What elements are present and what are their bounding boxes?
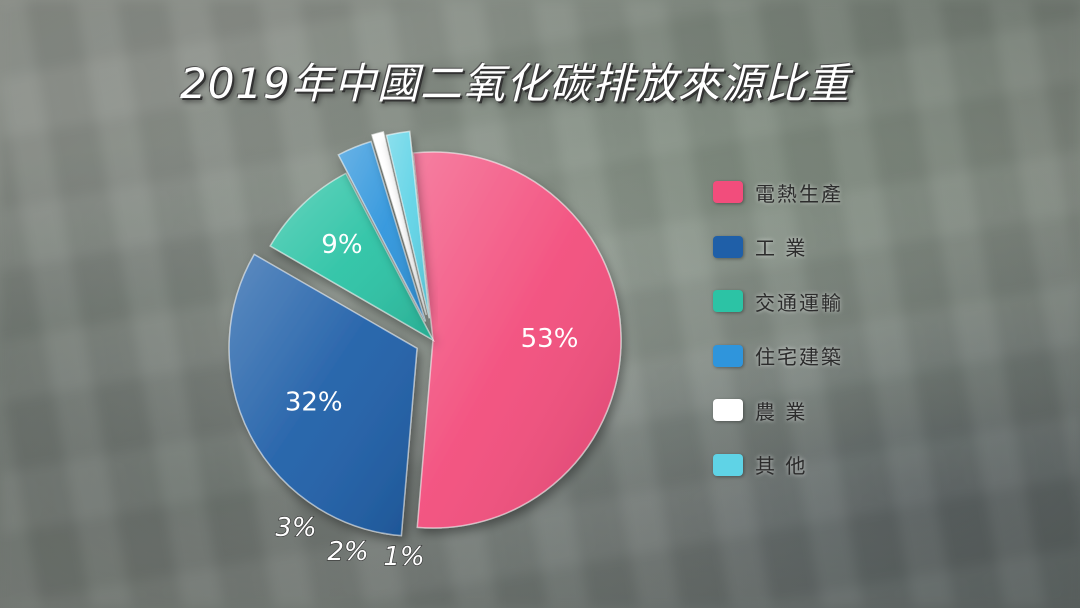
legend-swatch <box>713 344 743 367</box>
legend-label: 農 業 <box>755 399 808 424</box>
pie-slice-label-2: 32% <box>285 387 343 417</box>
pie-slice-1 <box>412 151 622 529</box>
legend-item-5: 農 業 <box>713 398 843 424</box>
pie-slice-6 <box>385 130 431 319</box>
pie-slice-label-4: 3% <box>275 513 316 543</box>
legend-swatch <box>713 181 743 203</box>
pie-slice-2 <box>228 253 418 537</box>
legend-label: 電熱生產 <box>755 181 843 206</box>
pie-slice-label-3: 9% <box>321 230 362 260</box>
legend-swatch <box>713 399 743 421</box>
pie-slice-label-5: 1% <box>383 542 424 572</box>
legend-label: 工 業 <box>755 236 808 260</box>
legend-item-4: 住宅建築 <box>713 344 843 369</box>
legend-label: 其 他 <box>755 454 808 478</box>
legend-item-6: 其 他 <box>713 453 843 478</box>
legend-swatch <box>713 453 743 476</box>
legend-label: 交通運輸 <box>755 290 843 315</box>
legend-item-1: 電熱生產 <box>713 180 843 206</box>
legend-item-2: 工 業 <box>713 235 843 260</box>
legend-item-3: 交通運輸 <box>713 289 843 315</box>
legend-swatch <box>713 235 743 258</box>
legend-swatch <box>713 290 743 312</box>
chart-title: 2019年中國二氧化碳排放來源比重 <box>180 59 850 108</box>
legend: 電熱生產工 業交通運輸住宅建築農 業其 他 <box>713 180 843 507</box>
pie-slice-4 <box>337 140 427 322</box>
legend-label: 住宅建築 <box>755 345 843 369</box>
pie-slice-label-1: 53% <box>521 324 579 354</box>
pie-slice-label-6: 2% <box>327 537 368 567</box>
pie-slice-3 <box>269 172 435 342</box>
pie-slice-5 <box>370 130 428 316</box>
